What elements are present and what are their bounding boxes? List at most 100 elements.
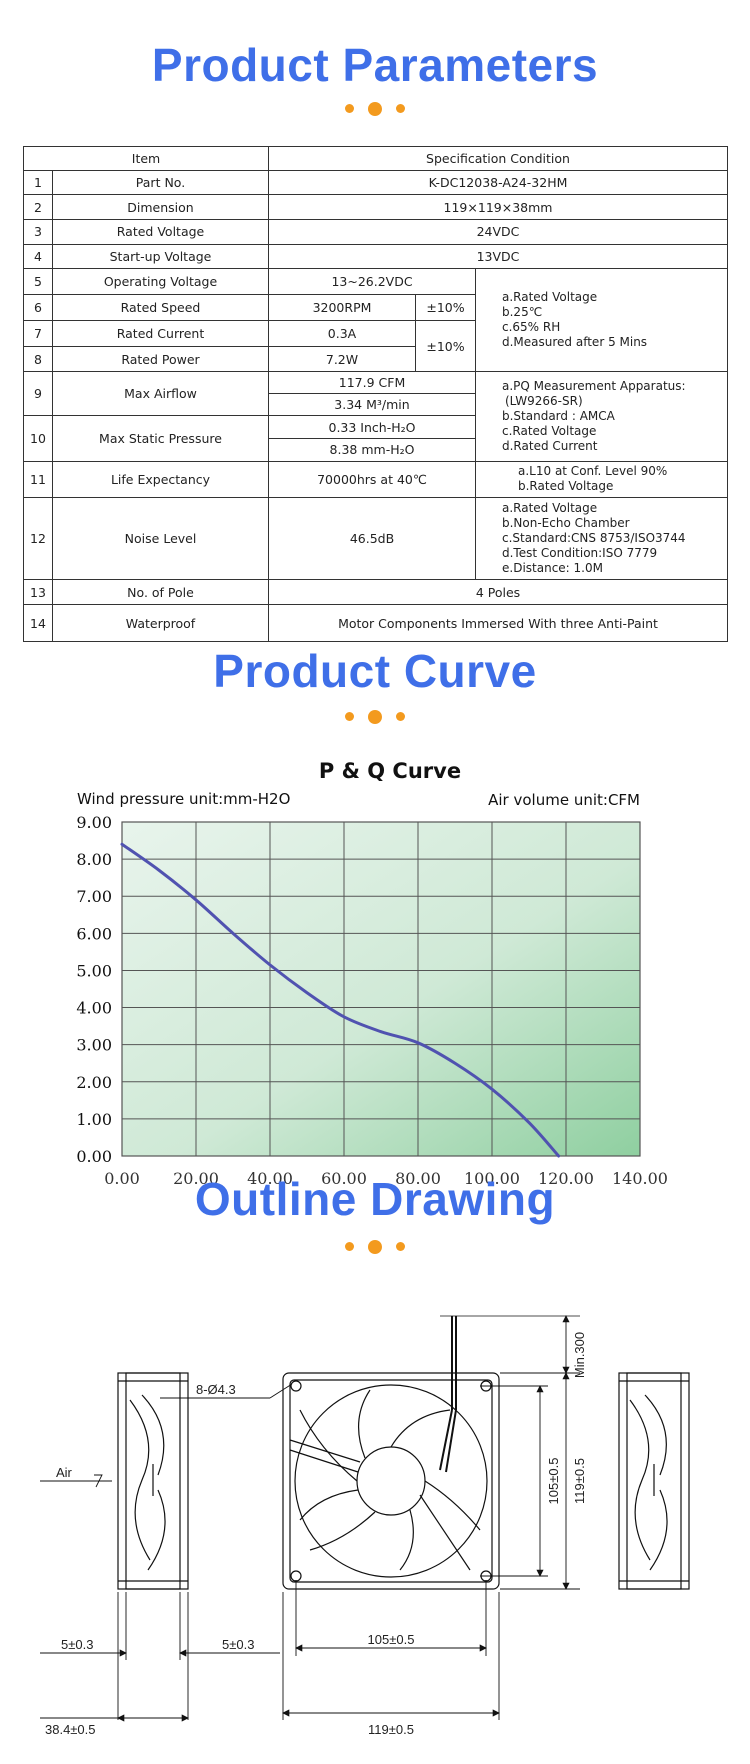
y-tick-label: 2.00 (76, 1073, 112, 1092)
y-tick-label: 1.00 (76, 1110, 112, 1129)
row-number: 5 (23, 268, 53, 296)
y-tick-label: 3.00 (76, 1036, 112, 1055)
note-line: b.25℃ (502, 305, 543, 320)
y-tick-labels: 0.00 1.00 2.00 3.00 4.00 5.00 6.00 7.00 8.00 9.00 (76, 813, 112, 1166)
dim-38-4: 38.4±0.5 (45, 1722, 96, 1737)
title-dots-decoration (0, 1236, 750, 1256)
pq-curve-line (120, 842, 561, 1158)
pq-curve-chart: P & Q Curve Wind pressure unit:mm-H2O Ai… (76, 759, 668, 1188)
row-number: 13 (23, 578, 53, 606)
y-tick-label: 9.00 (76, 813, 112, 832)
note-line: d.Test Condition:ISO 7779 (502, 545, 658, 560)
note-line: a.Rated Voltage (502, 290, 598, 305)
row-item: Start-up Voltage (52, 243, 269, 270)
table-row: 8 Rated Power 7.2W (23, 345, 728, 373)
note-line: a.PQ Measurement Apparatus: (502, 378, 686, 393)
row-tolerance: ±10% (415, 319, 476, 373)
table-row: 1 Part No. K-DC12038-A24-32HM (23, 169, 728, 196)
x-tick-label: 20.00 (173, 1169, 219, 1188)
side-view-right (618, 1372, 690, 1590)
row-number: 10 (23, 415, 53, 462)
y-tick-label: 8.00 (76, 850, 112, 869)
row-spec: 0.3A (268, 319, 416, 347)
note-line: e.Distance: 1.0M (502, 560, 603, 575)
dim-5-left: 5±0.3 (61, 1637, 93, 1652)
note-line: c.Rated Voltage (502, 423, 597, 438)
x-tick-label: 120.00 (538, 1169, 594, 1188)
row-spec-secondary: 8.38 mm-H₂O (268, 437, 476, 462)
table-row: 2 Dimension 119×119×38mm (23, 194, 728, 220)
dim-119-vertical: 119±0.5 (572, 1458, 587, 1504)
row-number: 7 (23, 319, 53, 347)
section-title-outline-drawing: Outline Drawing (194, 1173, 556, 1225)
row-spec: 24VDC (268, 218, 728, 245)
row-spec: 117.9 CFM (268, 371, 476, 394)
x-tick-label: 40.00 (247, 1169, 293, 1188)
note-line: b.Rated Voltage (518, 479, 614, 494)
side-view-left (117, 1372, 189, 1590)
row-spec: 13~26.2VDC (268, 268, 476, 296)
table-row: 6 Rated Speed 3200RPM ±10% (23, 294, 728, 321)
dim-5-right: 5±0.3 (222, 1637, 254, 1652)
note-line: c.Standard:CNS 8753/ISO3744 (502, 530, 686, 545)
dim-105-vertical: 105±0.5 (546, 1458, 561, 1505)
dim-105-horizontal: 105±0.5 (368, 1632, 415, 1647)
row-spec: 70000hrs at 40℃ (268, 460, 476, 499)
row-item: No. of Pole (52, 578, 269, 606)
note-line: b.Standard : AMCA (502, 408, 615, 423)
note-line: d.Rated Current (502, 438, 598, 453)
note-line: a.L10 at Conf. Level 90% (518, 464, 668, 479)
row-item: Rated Speed (52, 294, 269, 321)
row-item: Rated Power (52, 345, 269, 373)
y-tick-label: 5.00 (76, 961, 112, 980)
notes-rows-5-8: a.Rated Voltage b.25℃ c.65% RH d.Measure… (475, 268, 728, 373)
row-number: 9 (23, 371, 53, 417)
row-tolerance: ±10% (415, 294, 476, 321)
grid-lines (121, 821, 641, 1157)
table-row: 11 Life Expectancy 70000hrs at 40℃ a.L10… (23, 460, 728, 499)
x-tick-label: 140.00 (612, 1169, 668, 1188)
outline-drawing: 8-Ø4.3 Air Min.300 119±0.5 105±0.5 105±0… (40, 1315, 690, 1737)
header-item: Item (23, 146, 269, 171)
row-item: Dimension (52, 194, 269, 220)
x-tick-label: 60.00 (321, 1169, 367, 1188)
title-dots-decoration (0, 706, 750, 726)
y-axis-label: Wind pressure unit:mm-H2O (77, 790, 290, 808)
row-spec: 4 Poles (268, 578, 728, 606)
table-row: 5 Operating Voltage 13~26.2VDC a.Rated V… (23, 268, 728, 373)
table-row: 7 Rated Current 0.3A ±10% (23, 319, 728, 373)
row-item: Part No. (52, 169, 269, 196)
row-number: 1 (23, 169, 53, 196)
row-spec: K-DC12038-A24-32HM (268, 169, 728, 196)
y-tick-label: 7.00 (76, 887, 112, 906)
table-row: 12 Noise Level 46.5dB a.Rated Voltage b.… (23, 497, 728, 580)
x-tick-label: 0.00 (104, 1169, 140, 1188)
table-row: 10 Max Static Pressure 0.33 Inch-H₂O (23, 415, 728, 462)
page-title: Product Parameters (151, 39, 599, 91)
row-item: Max Airflow (52, 371, 269, 417)
note-line: b.Non-Echo Chamber (502, 515, 630, 530)
table-row: 14 Waterproof Motor Components Immersed … (23, 604, 728, 642)
header-spec: Specification Condition (268, 146, 728, 171)
row-item: Waterproof (52, 604, 269, 642)
row-spec: 7.2W (268, 345, 416, 373)
note-line: d.Measured after 5 Mins (502, 335, 648, 350)
row-item: Operating Voltage (52, 268, 269, 296)
y-tick-label: 6.00 (76, 924, 112, 943)
note-line: a.Rated Voltage (502, 500, 598, 515)
row-spec-secondary: 3.34 M³/min (268, 392, 476, 417)
row-item: Noise Level (52, 497, 269, 580)
dim-119-horizontal: 119±0.5 (368, 1722, 414, 1737)
row-item: Rated Voltage (52, 218, 269, 245)
x-axis-label: Air volume unit:CFM (488, 791, 640, 809)
table-row: 4 Start-up Voltage 13VDC (23, 243, 728, 270)
row-spec: 13VDC (268, 243, 728, 270)
row-number: 8 (23, 345, 53, 373)
x-tick-label: 80.00 (395, 1169, 441, 1188)
table-row: 9 Max Airflow 117.9 CFM a.PQ Measurement… (23, 371, 728, 462)
table-row: 3.34 M³/min (24, 392, 728, 417)
x-tick-label: 100.00 (464, 1169, 520, 1188)
row-number: 14 (23, 604, 53, 642)
row-number: 12 (23, 497, 53, 580)
row-spec: 0.33 Inch-H₂O (268, 415, 476, 439)
